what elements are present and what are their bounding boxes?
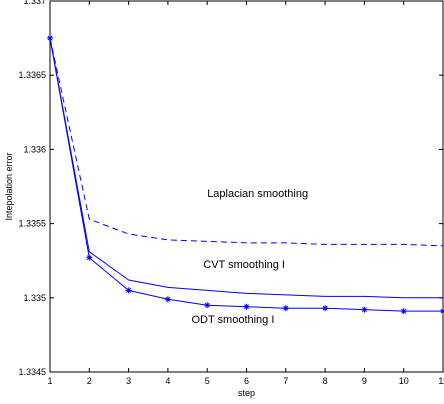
y-tick-label: 1.335 — [23, 293, 46, 303]
x-tick-label: 11 — [438, 376, 444, 386]
x-tick-label: 7 — [283, 376, 288, 386]
data-point-marker — [282, 305, 289, 312]
y-tick-label: 1.336 — [23, 144, 46, 154]
data-point-marker — [86, 254, 93, 261]
x-tick-label: 8 — [323, 376, 328, 386]
x-tick-label: 6 — [244, 376, 249, 386]
y-axis-title: Intepolation error — [4, 152, 14, 220]
x-axis-title: step — [238, 388, 255, 398]
x-tick-label: 9 — [362, 376, 367, 386]
x-tick-label: 1 — [47, 376, 52, 386]
x-tick-label: 10 — [399, 376, 409, 386]
x-tick-label: 4 — [165, 376, 170, 386]
data-point-marker — [440, 308, 444, 315]
x-tick-label: 2 — [87, 376, 92, 386]
data-point-marker — [164, 296, 171, 303]
y-tick-label: 1.3355 — [18, 219, 46, 229]
y-tick-label: 1.3345 — [18, 367, 46, 377]
series-line-laplacian-smoothing — [49, 37, 444, 247]
annotation-layer: Laplacian smoothing CVT smoothing I ODT sm… — [191, 188, 308, 326]
axis-ticks: 1 2 3 4 5 6 7 8 9 10 11 1.3345 1.335 1.3355 1.336 1.336… — [18, 0, 444, 386]
x-tick-label: 5 — [205, 376, 210, 386]
series-line-cvt-smoothing-i — [49, 38, 443, 299]
series-annotation: CVT smoothing I — [203, 259, 285, 271]
data-point-marker — [361, 306, 368, 313]
data-point-marker — [47, 35, 53, 42]
series-annotation: Laplacian smoothing — [207, 188, 308, 200]
data-point-marker — [243, 303, 250, 310]
data-point-marker — [322, 305, 329, 312]
y-tick-label: 1.3365 — [18, 70, 46, 80]
x-tick-label: 3 — [126, 376, 131, 386]
data-point-marker — [125, 287, 132, 294]
data-point-marker — [204, 302, 211, 309]
data-point-marker — [400, 308, 407, 315]
series-layer — [47, 35, 444, 315]
y-tick-label: 1.337 — [23, 0, 46, 6]
series-annotation: ODT smoothing I — [191, 314, 274, 326]
